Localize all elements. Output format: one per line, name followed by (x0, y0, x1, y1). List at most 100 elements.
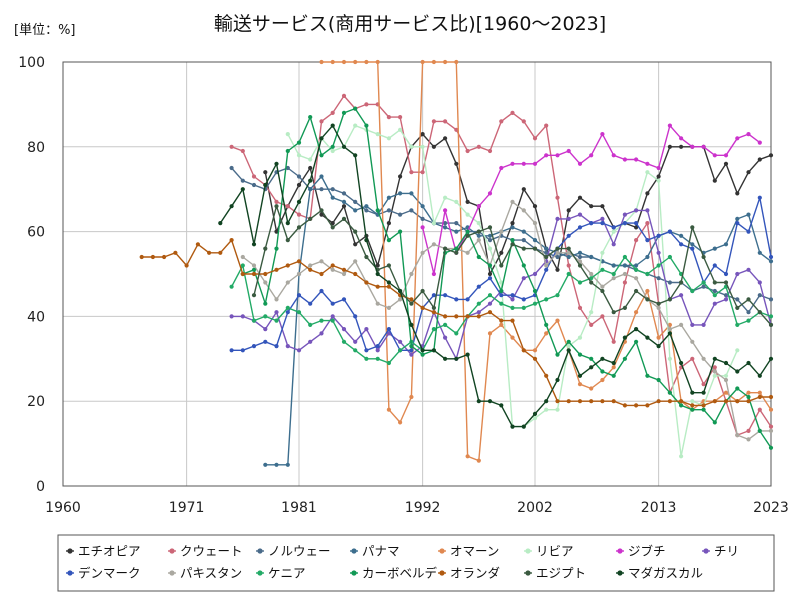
legend-item: ノルウェー (256, 544, 331, 559)
data-point (667, 356, 673, 361)
data-point (690, 225, 695, 230)
data-point (555, 318, 560, 323)
data-point (319, 212, 324, 217)
data-point (735, 271, 740, 277)
unit-label: [単位：%] (14, 22, 76, 38)
data-point (679, 399, 684, 404)
data-point (420, 144, 425, 149)
data-point (386, 221, 391, 226)
data-point (679, 233, 684, 238)
data-point (634, 339, 639, 344)
data-point (274, 161, 279, 166)
data-point (746, 428, 751, 433)
data-point (353, 199, 358, 204)
data-point (341, 339, 347, 344)
data-point (499, 229, 504, 234)
data-point (723, 377, 729, 383)
data-point (341, 59, 347, 65)
legend-label: パキスタン (180, 566, 242, 581)
data-point (476, 144, 481, 149)
legend-marker (351, 548, 357, 554)
data-point (251, 263, 257, 268)
data-point (746, 360, 751, 366)
data-point (398, 288, 403, 294)
data-point (701, 322, 706, 327)
data-point (409, 208, 414, 213)
data-point (544, 123, 549, 128)
series-2 (229, 93, 774, 438)
data-point (634, 238, 639, 243)
data-point (723, 390, 729, 395)
data-point (364, 59, 369, 65)
data-point (420, 250, 425, 255)
data-point (285, 221, 290, 226)
legend-marker (169, 570, 175, 576)
data-point (274, 229, 279, 234)
data-point (330, 314, 335, 319)
series-line (242, 201, 771, 441)
data-point (308, 339, 313, 344)
data-point (375, 263, 380, 268)
data-point (712, 356, 717, 361)
data-point (746, 437, 751, 442)
data-point (622, 403, 628, 408)
data-point (476, 254, 481, 260)
data-point (420, 352, 425, 357)
x-tick-label: 2023 (753, 500, 789, 516)
data-point (701, 254, 706, 260)
data-point (712, 246, 717, 251)
data-point (443, 59, 448, 65)
data-point (768, 254, 774, 260)
data-point (735, 297, 740, 302)
data-point (296, 182, 302, 188)
data-point (768, 445, 774, 450)
data-point (353, 153, 358, 158)
legend-item: クウェート (168, 544, 243, 559)
data-point (577, 280, 583, 285)
data-point (364, 208, 369, 213)
data-point (645, 221, 650, 226)
data-point (634, 225, 639, 230)
data-point (510, 335, 515, 340)
legend-label: チリ (714, 544, 739, 559)
data-point (487, 293, 493, 298)
data-point (229, 348, 234, 353)
data-point (375, 132, 380, 137)
data-point (544, 246, 549, 251)
data-point (712, 365, 717, 370)
data-point (499, 301, 504, 306)
data-point (431, 293, 436, 298)
data-point (723, 271, 729, 277)
data-point (645, 288, 650, 294)
data-point (645, 335, 650, 340)
data-point (398, 297, 403, 302)
data-point (240, 348, 245, 353)
legend-marker (439, 570, 445, 576)
data-point (341, 144, 347, 149)
data-point (296, 140, 302, 145)
data-point (667, 254, 673, 260)
data-point (701, 144, 706, 149)
data-point (622, 212, 628, 217)
data-point (768, 394, 774, 400)
data-point (386, 327, 391, 332)
data-point (667, 327, 673, 332)
data-point (600, 399, 605, 404)
data-point (364, 348, 369, 353)
data-point (251, 293, 257, 298)
data-point (645, 271, 650, 277)
data-point (296, 174, 302, 179)
data-point (566, 216, 571, 221)
data-point (296, 310, 302, 315)
data-point (398, 229, 403, 234)
data-point (577, 263, 583, 268)
data-point (398, 127, 403, 132)
data-point (207, 250, 212, 255)
data-point (229, 314, 234, 319)
data-point (499, 288, 504, 294)
data-point (465, 199, 470, 204)
data-point (409, 352, 414, 357)
data-point (532, 204, 538, 209)
data-point (690, 399, 695, 404)
legend-label: エチオピア (78, 544, 141, 559)
